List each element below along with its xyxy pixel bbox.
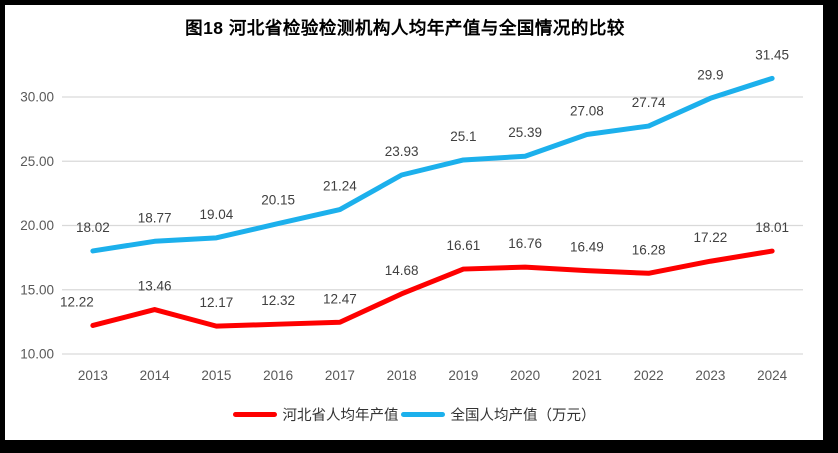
data-label: 25.39 (508, 125, 542, 140)
legend-item-national: 全国人均产值（万元） (400, 404, 596, 425)
x-axis-tick-label: 2013 (78, 368, 108, 383)
y-axis-tick-label: 20.00 (20, 218, 54, 233)
data-label: 16.61 (446, 238, 480, 253)
frame-border-top (0, 0, 838, 5)
x-axis-tick-label: 2021 (572, 368, 602, 383)
data-label: 12.17 (199, 295, 233, 310)
data-label: 16.49 (570, 240, 604, 255)
x-axis-tick-label: 2015 (201, 368, 231, 383)
chart-legend: 河北省人均年产值 全国人均产值（万元） (0, 404, 828, 425)
series-line-0 (90, 248, 775, 329)
x-axis-tick-label: 2023 (695, 368, 725, 383)
x-axis-tick-label: 2019 (448, 368, 478, 383)
y-axis-tick-label: 15.00 (20, 282, 54, 297)
data-label: 13.46 (138, 279, 172, 294)
data-label: 16.76 (508, 236, 542, 251)
data-label: 21.24 (323, 179, 357, 194)
x-axis-tick-label: 2014 (140, 368, 171, 383)
data-label: 31.45 (755, 47, 789, 62)
series-line-1 (90, 75, 775, 254)
data-label: 18.01 (755, 220, 789, 235)
x-axis-tick-label: 2017 (325, 368, 355, 383)
data-label: 12.47 (323, 291, 357, 306)
data-label: 27.08 (570, 104, 604, 119)
data-label: 20.15 (261, 193, 295, 208)
y-axis-tick-label: 25.00 (20, 154, 54, 169)
data-label: 19.04 (199, 207, 233, 222)
data-label: 16.28 (632, 242, 666, 257)
legend-label-hebei: 河北省人均年产值 (282, 408, 399, 424)
data-label: 27.74 (632, 95, 666, 110)
y-axis-tick-label: 10.00 (20, 347, 54, 362)
data-label: 18.02 (76, 220, 110, 235)
legend-line-swatch-blue (400, 412, 445, 417)
data-label: 14.68 (385, 263, 419, 278)
legend-line-swatch-red (232, 412, 277, 417)
chart-title: 图18 河北省检验检测机构人均年产值与全国情况的比较 (185, 18, 625, 38)
x-axis-tick-label: 2016 (263, 368, 293, 383)
data-label: 12.32 (261, 293, 295, 308)
frame-border-left (0, 0, 5, 453)
data-label: 25.1 (450, 129, 476, 144)
data-label: 17.22 (693, 230, 727, 245)
y-axis-tick-label: 30.00 (20, 90, 54, 105)
data-label: 29.9 (697, 67, 723, 82)
frame-border-right (823, 0, 838, 453)
x-axis-tick-label: 2020 (510, 368, 540, 383)
data-label: 12.22 (60, 294, 94, 309)
legend-label-national: 全国人均产值（万元） (450, 408, 596, 424)
data-label: 23.93 (385, 144, 419, 159)
x-axis-tick-label: 2018 (387, 368, 417, 383)
frame-border-bottom (0, 440, 838, 453)
data-label: 18.77 (138, 210, 172, 225)
legend-item-hebei: 河北省人均年产值 (232, 404, 399, 425)
x-axis-tick-label: 2022 (634, 368, 664, 383)
x-axis-tick-label: 2024 (757, 368, 788, 383)
